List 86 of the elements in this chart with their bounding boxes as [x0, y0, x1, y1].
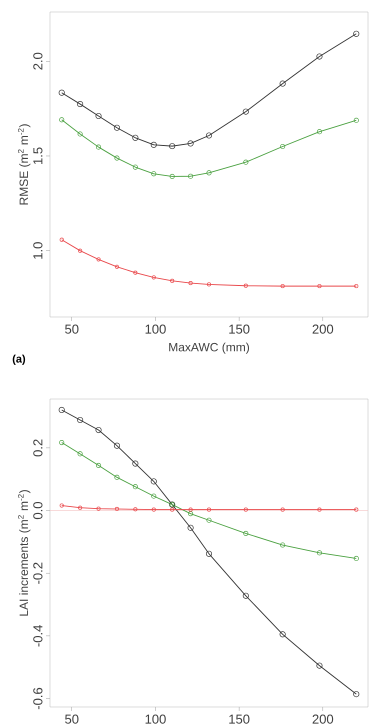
point — [133, 507, 138, 512]
y-tick-label: -0.4 — [33, 625, 42, 646]
point — [114, 442, 120, 449]
point — [206, 518, 212, 523]
x-tick-label: 100 — [146, 714, 166, 724]
y-tick-label: 1.5 — [33, 147, 42, 164]
point — [280, 542, 286, 548]
point — [242, 592, 249, 599]
point — [132, 134, 138, 141]
point — [58, 406, 65, 414]
point — [114, 124, 120, 131]
point — [188, 281, 193, 286]
y-tick-label: -0.6 — [33, 688, 42, 710]
point — [78, 131, 83, 137]
x-tick-label: 150 — [229, 324, 250, 334]
point — [170, 508, 174, 512]
y-tick-label: 1.0 — [33, 242, 42, 259]
point — [206, 508, 212, 512]
x-tick-label: 200 — [312, 714, 334, 724]
point — [188, 140, 194, 147]
point — [77, 416, 84, 424]
point — [132, 164, 138, 170]
x-tick-label: 50 — [65, 714, 78, 724]
point — [150, 142, 157, 148]
x-tick-label: 200 — [312, 324, 334, 334]
point — [242, 108, 249, 115]
point — [280, 80, 286, 87]
point — [151, 171, 156, 176]
point — [280, 284, 285, 288]
point — [316, 550, 322, 556]
y-axis-title: LAI increments (m$^{2}$ m$^{-2}$) — [18, 490, 30, 616]
point — [96, 506, 101, 511]
point — [169, 143, 176, 150]
point — [114, 264, 119, 269]
point — [206, 550, 212, 557]
point — [316, 129, 322, 134]
point — [170, 278, 174, 283]
point — [243, 530, 248, 536]
point — [244, 508, 248, 512]
point — [188, 174, 194, 179]
point — [95, 426, 102, 434]
point — [316, 662, 323, 669]
point — [188, 508, 193, 512]
point — [114, 474, 120, 480]
point — [152, 508, 156, 512]
y-tick-label: 0.2 — [33, 440, 42, 456]
x-tick-label: 50 — [65, 324, 78, 334]
point — [132, 484, 138, 490]
point — [188, 511, 194, 516]
point — [280, 144, 286, 150]
x-tick-label: 100 — [146, 324, 166, 334]
point — [243, 160, 248, 165]
point — [206, 132, 212, 139]
point — [150, 478, 157, 484]
point — [77, 101, 84, 108]
point — [78, 506, 82, 510]
x-tick-label: 150 — [229, 714, 250, 724]
point — [96, 257, 101, 262]
point — [58, 90, 65, 96]
point — [114, 156, 120, 161]
point — [152, 275, 156, 280]
point — [206, 282, 212, 286]
point — [280, 631, 286, 638]
y-tick-label: 2.0 — [33, 52, 42, 70]
point — [78, 248, 82, 253]
y-tick-label: 0.0 — [33, 502, 42, 520]
point — [96, 462, 102, 468]
point — [95, 112, 102, 120]
point — [317, 508, 322, 512]
point — [170, 174, 175, 179]
point — [78, 451, 83, 456]
point — [206, 170, 212, 176]
x-axis-title: MaxAWC (mm) — [169, 342, 250, 354]
point — [280, 508, 285, 512]
y-tick-label: -0.2 — [33, 562, 42, 584]
point — [317, 284, 322, 288]
point — [96, 144, 102, 150]
point — [188, 524, 194, 531]
point — [133, 270, 138, 275]
point — [244, 284, 248, 288]
point — [132, 460, 138, 467]
point — [151, 494, 156, 499]
y-axis-title: RMSE (m$^{2}$ m$^{-2}$) — [18, 124, 30, 204]
text: (a) — [12, 354, 26, 365]
point — [114, 506, 119, 512]
point — [316, 53, 323, 60]
